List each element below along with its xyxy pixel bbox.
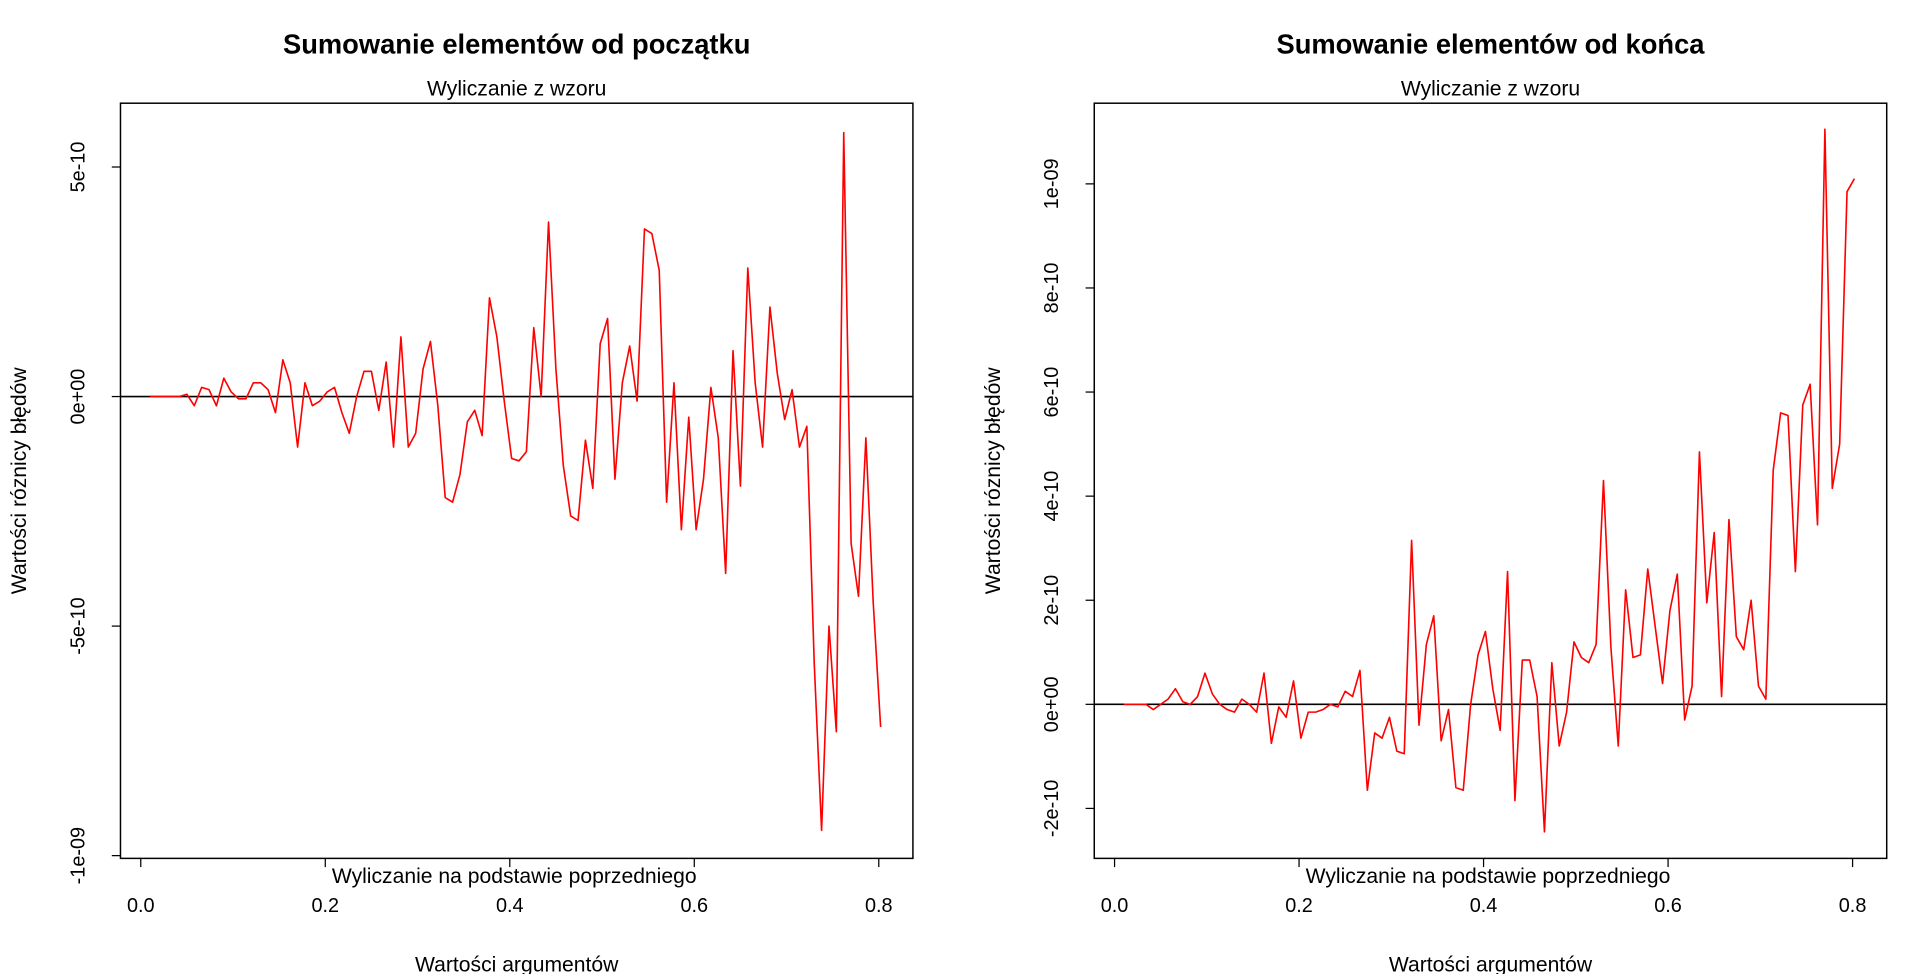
y-tick-label: 1e-09 <box>1041 158 1063 209</box>
y-tick-label: 0e+00 <box>1041 676 1063 732</box>
subtitle: Wyliczanie z wzoru <box>1401 78 1580 101</box>
annotation: Wyliczanie na podstawie poprzedniego <box>1306 865 1671 888</box>
x-tick-label: 0.4 <box>496 895 524 917</box>
y-tick-label: -5e-10 <box>67 597 89 654</box>
data-line <box>1123 128 1856 833</box>
y-tick-label: 5e-10 <box>67 142 89 193</box>
x-axis-label: Wartości argumentów <box>415 953 619 974</box>
x-tick-label: 0.8 <box>1839 895 1867 917</box>
plot-box <box>1093 102 1888 860</box>
x-tick-label: 0.0 <box>127 895 155 917</box>
y-axis-label: Wartości róznicy błędów <box>8 367 31 595</box>
data-line <box>150 131 882 832</box>
x-tick-label: 0.8 <box>865 895 893 917</box>
chart-title: Sumowanie elementów od końca <box>1276 29 1705 60</box>
y-tick-label: 0e+00 <box>67 369 89 425</box>
annotation: Wyliczanie na podstawie poprzedniego <box>332 865 697 888</box>
x-tick-label: 0.0 <box>1101 895 1129 917</box>
y-tick-label: 4e-10 <box>1041 471 1063 522</box>
plot-box <box>119 102 914 860</box>
x-tick-label: 0.2 <box>311 895 339 917</box>
y-axis-label: Wartości róznicy błędów <box>982 367 1005 595</box>
y-tick-label: 2e-10 <box>1041 575 1063 626</box>
x-axis-label: Wartości argumentów <box>1389 953 1593 974</box>
x-tick-label: 0.6 <box>1654 895 1682 917</box>
subtitle: Wyliczanie z wzoru <box>427 78 606 101</box>
x-tick-label: 0.4 <box>1470 895 1498 917</box>
y-tick-label: -2e-10 <box>1041 780 1063 837</box>
y-tick-label: -1e-09 <box>67 827 89 884</box>
y-tick-label: 8e-10 <box>1041 263 1063 314</box>
x-tick-label: 0.6 <box>680 895 708 917</box>
x-tick-label: 0.2 <box>1285 895 1313 917</box>
y-tick-label: 6e-10 <box>1041 367 1063 418</box>
chart-title: Sumowanie elementów od początku <box>283 29 750 60</box>
